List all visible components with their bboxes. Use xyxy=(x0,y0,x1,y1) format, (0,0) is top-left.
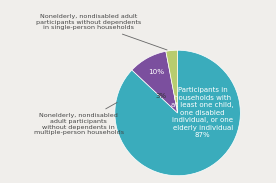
Text: Nonelderly, nondisabled
adult participants
without dependents in
multiple-person: Nonelderly, nondisabled adult participan… xyxy=(33,102,124,135)
Text: Nonelderly, nondisabled adult
participants without dependents
in single-person h: Nonelderly, nondisabled adult participan… xyxy=(36,14,167,50)
Wedge shape xyxy=(132,51,178,113)
Text: Participants in
households with
at least one child,
one disabled
individual, or : Participants in households with at least… xyxy=(171,87,234,139)
Wedge shape xyxy=(115,50,240,176)
Wedge shape xyxy=(166,50,178,113)
Text: 10%: 10% xyxy=(148,69,164,75)
Text: 3%: 3% xyxy=(156,93,167,99)
